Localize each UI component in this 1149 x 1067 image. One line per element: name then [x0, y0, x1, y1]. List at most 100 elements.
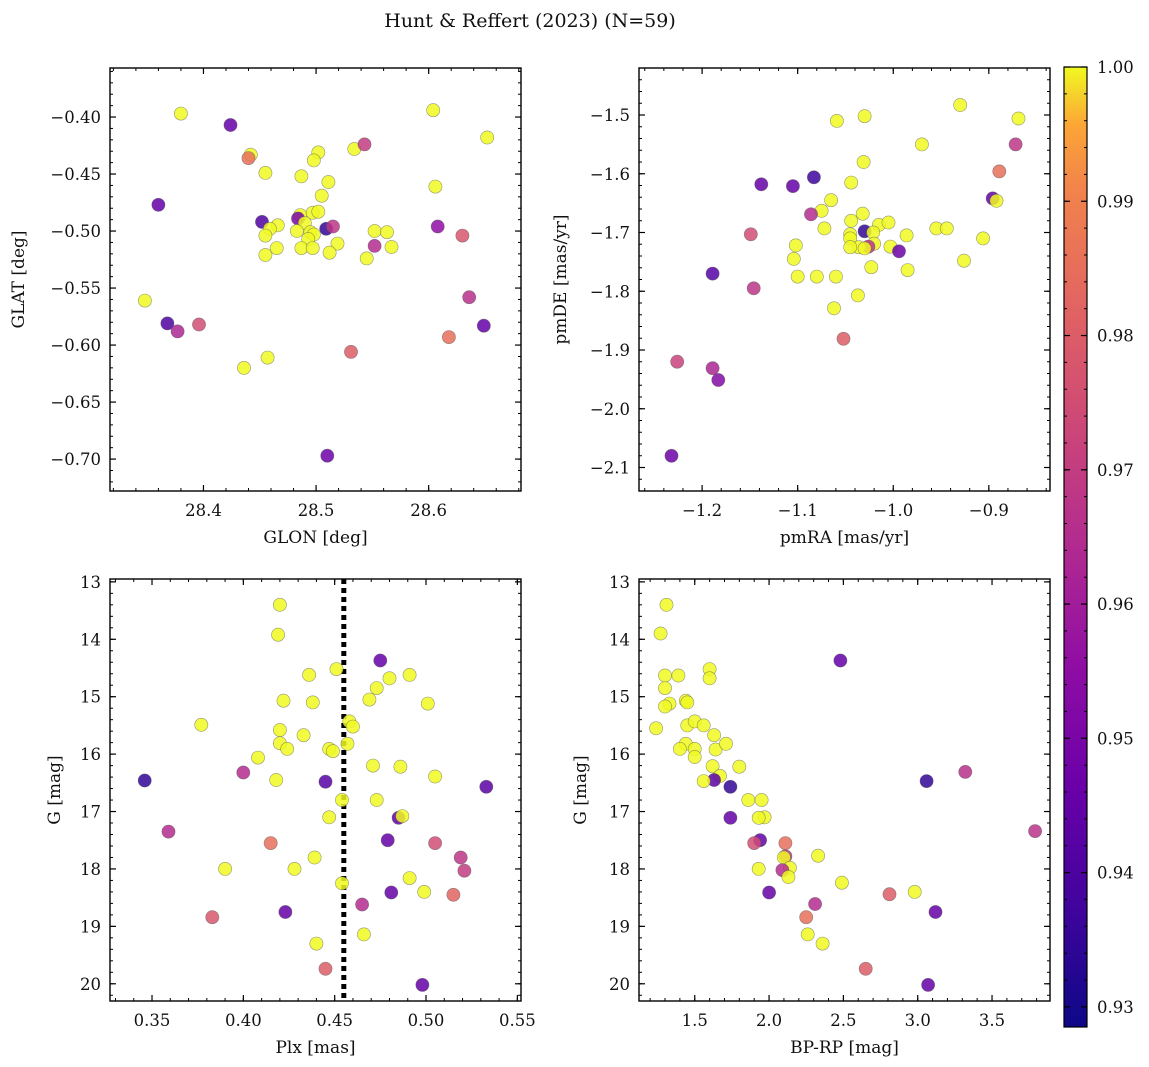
pm-ytick-label: −2.1: [590, 459, 630, 478]
plx-g-point: [322, 810, 337, 825]
cmd-point: [687, 750, 702, 764]
plx-g-point: [302, 668, 316, 682]
pm-ytick-label: −1.9: [590, 341, 630, 360]
plx-g-point: [137, 773, 152, 788]
pm-point: [900, 263, 915, 277]
cmd-point: [707, 728, 721, 743]
colorbar-tick-label: 0.95: [1097, 729, 1134, 748]
pm-point: [851, 288, 865, 303]
cmd-xlabel: BP-RP [mag]: [790, 1038, 899, 1058]
glon-glat-point: [357, 137, 372, 152]
glon-glat-point: [160, 316, 175, 331]
pm-point: [788, 238, 803, 253]
glon-glat-point: [367, 238, 382, 253]
glon-glat-point: [367, 224, 382, 238]
cmd-panel: 1.5 2.0 2.5 3.0 3.5 13 14 15 16 17 18 19 20 BP-RP [ma…: [571, 573, 1051, 1058]
glon-glat-point: [260, 350, 275, 365]
cmd-point: [781, 870, 796, 884]
pm-ytick-label: −1.7: [590, 224, 630, 243]
plx-g-point: [446, 887, 461, 902]
plx-g-point: [362, 692, 377, 707]
glon-glat-point: [258, 165, 273, 180]
cmd-xtick-label: 3.5: [979, 1011, 1005, 1030]
plx-g-ytick-label: 16: [80, 745, 101, 764]
cmd-point: [800, 927, 815, 942]
glon-glat-point: [192, 317, 206, 332]
plx-g-point: [335, 793, 349, 807]
plx-g-point: [272, 723, 287, 737]
plx-g-ytick-label: 17: [80, 803, 101, 822]
cmd-ylabel: G [mag]: [571, 755, 591, 824]
cmd-ytick-label: 14: [609, 630, 630, 649]
cmd-point: [778, 836, 793, 850]
pm-point: [746, 281, 761, 296]
plx-g-point: [271, 627, 285, 642]
cmd-point: [732, 759, 747, 774]
cmd-point: [921, 978, 935, 992]
glon-glat-point: [223, 118, 238, 132]
plx-g-point: [329, 662, 344, 676]
cmd-point: [696, 774, 711, 788]
glon-glat-point: [430, 219, 445, 234]
plx-g-point: [345, 719, 360, 734]
cmd-point: [680, 695, 695, 710]
glon-glat-ytick-label: −0.55: [50, 279, 101, 298]
plx-g-panel: 0.35 0.40 0.45 0.50 0.55 13 14 15 16 17 18 19 20 Plx …: [45, 573, 536, 1058]
plx-g-point: [296, 728, 311, 743]
cmd-xtick-label: 3.0: [905, 1011, 931, 1030]
pm-point: [836, 331, 851, 346]
plx-g-ylabel: G [mag]: [45, 755, 65, 824]
plx-g-point: [325, 744, 340, 759]
colorbar-tick-label: 0.93: [1097, 998, 1134, 1017]
cmd-point: [719, 736, 733, 751]
plx-g-point: [369, 793, 384, 807]
pm-point: [711, 373, 726, 387]
pm-ytick-label: −1.8: [590, 282, 630, 301]
glon-glat-ytick-label: −0.70: [50, 450, 101, 469]
plx-g-point: [307, 850, 322, 865]
pm-point: [664, 448, 679, 463]
glon-glat-point: [241, 151, 256, 165]
cmd-point: [741, 793, 756, 807]
cmd-point: [815, 936, 830, 951]
cmd-xtick-label: 1.5: [682, 1011, 708, 1030]
plx-g-ytick-label: 13: [80, 573, 101, 592]
plx-g-point: [366, 758, 380, 773]
cmd-ytick-label: 20: [609, 975, 630, 994]
plx-g-xtick-label: 0.35: [134, 1011, 171, 1030]
pm-xlabel: pmRA [mas/yr]: [780, 528, 909, 548]
plx-g-point: [305, 695, 320, 710]
plx-g-ytick-label: 19: [80, 917, 101, 936]
glon-glat-point: [305, 241, 320, 255]
plx-g-point: [355, 897, 369, 912]
glon-glat-point: [322, 245, 337, 260]
pm-xtick-label: −0.9: [969, 501, 1009, 520]
glon-glat-point: [380, 225, 394, 240]
colorbar-tick-label: 1.00: [1097, 58, 1134, 77]
glon-glat-point: [384, 240, 399, 254]
pm-xtick-label: −1.2: [682, 501, 722, 520]
cmd-point: [833, 653, 848, 668]
pm-point: [830, 114, 844, 128]
cmd-point: [658, 681, 672, 695]
cmd-point: [702, 671, 717, 686]
plx-g-point: [373, 653, 388, 668]
pm-point: [670, 354, 685, 369]
colorbar-tick-label: 0.97: [1097, 461, 1134, 480]
pm-point: [817, 221, 832, 236]
glon-glat-point: [428, 179, 443, 194]
glon-glat-ylabel: GLAT [deg]: [9, 230, 29, 328]
cmd-ytick-label: 13: [609, 573, 630, 592]
glon-glat-point: [326, 219, 340, 234]
pm-point: [856, 155, 871, 169]
cmd-point: [808, 897, 822, 911]
plx-g-xtick-label: 0.50: [408, 1011, 445, 1030]
plx-g-point: [356, 927, 371, 942]
cmd-point: [705, 759, 720, 774]
plx-g-point: [161, 824, 176, 839]
plx-g-point: [318, 961, 333, 976]
plx-g-point: [218, 862, 232, 876]
glon-glat-point: [330, 236, 345, 251]
cmd-point: [671, 668, 686, 683]
